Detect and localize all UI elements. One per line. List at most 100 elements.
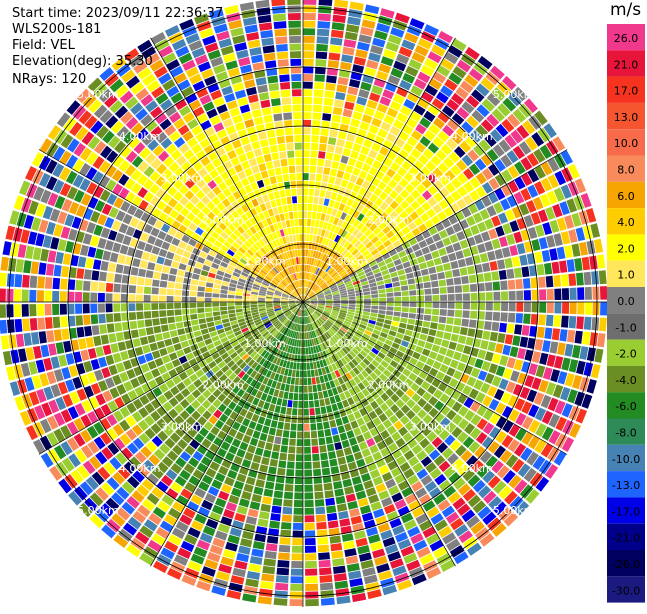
range-gate <box>128 303 135 311</box>
range-gate <box>306 242 309 249</box>
range-gate <box>305 500 314 507</box>
range-gate <box>346 454 355 463</box>
range-gate <box>469 320 477 328</box>
range-gate <box>341 300 348 302</box>
range-gate <box>303 0 317 5</box>
range-gate <box>108 262 116 272</box>
range-gate <box>273 113 282 121</box>
range-gate <box>290 51 301 58</box>
range-gate <box>260 581 273 589</box>
range-gate <box>167 289 174 295</box>
range-gate <box>176 349 185 357</box>
colorbar-tick-label: -1.0 <box>615 321 636 334</box>
range-gate <box>132 338 140 347</box>
range-gate <box>259 464 268 472</box>
range-gate <box>136 295 143 302</box>
range-gate <box>315 181 321 188</box>
range-gate <box>336 84 347 92</box>
range-gate <box>352 167 360 176</box>
range-gate <box>107 273 115 282</box>
range-gate <box>500 281 508 291</box>
range-gate <box>341 304 348 306</box>
range-gate <box>455 285 462 292</box>
range-gate <box>522 325 530 336</box>
range-gate <box>344 101 354 110</box>
range-gate <box>402 296 409 301</box>
range-gate <box>501 302 508 311</box>
range-gate <box>508 313 516 323</box>
range-gate <box>309 393 314 400</box>
range-gate <box>336 496 346 504</box>
range-gate <box>576 316 584 329</box>
range-gate <box>240 538 252 547</box>
range-gate <box>303 166 309 173</box>
range-gate <box>437 272 445 279</box>
range-gate <box>182 284 189 290</box>
range-gate <box>60 278 68 289</box>
range-gate <box>344 486 354 495</box>
range-gate <box>283 112 292 120</box>
range-gate <box>291 553 303 560</box>
colorbar-tick-label: -17.0 <box>612 505 640 518</box>
range-gate <box>1 335 10 349</box>
range-gate <box>200 323 208 329</box>
range-gate <box>329 396 335 404</box>
range-gate <box>251 55 263 64</box>
range-gate <box>348 413 356 421</box>
range-gate <box>114 274 122 283</box>
range-gate <box>294 127 302 134</box>
range-gate <box>14 289 21 302</box>
range-gate <box>579 346 588 360</box>
range-gate <box>258 416 266 424</box>
range-gate <box>304 386 308 393</box>
range-gate <box>303 105 312 112</box>
range-gate <box>99 324 107 334</box>
range-gate <box>326 436 333 444</box>
range-gate <box>191 320 199 326</box>
range-gate <box>238 154 247 163</box>
range-gate <box>557 343 566 356</box>
range-gate <box>129 276 137 284</box>
range-gate <box>274 405 280 413</box>
range-gate <box>303 355 306 362</box>
range-gate <box>531 239 540 251</box>
range-gate <box>235 306 242 309</box>
range-gate <box>176 276 184 283</box>
range-gate <box>432 288 439 294</box>
range-gate <box>30 276 38 289</box>
range-gate <box>48 343 57 355</box>
range-gate <box>304 447 311 454</box>
range-gate <box>310 158 317 165</box>
range-gate <box>463 302 470 309</box>
range-gate <box>271 0 285 6</box>
range-gate <box>145 278 153 286</box>
range-gate <box>394 307 401 312</box>
range-gate <box>320 583 333 591</box>
range-gate <box>317 422 323 430</box>
range-ring-label: 2.00km <box>202 379 244 392</box>
range-gate <box>332 161 340 169</box>
range-gate <box>499 270 507 280</box>
range-gate <box>363 308 370 312</box>
range-gate <box>308 378 312 385</box>
range-gate <box>138 328 146 336</box>
range-gate <box>314 369 318 376</box>
range-gate <box>450 261 458 269</box>
range-gate <box>182 297 189 302</box>
range-gate <box>303 363 306 370</box>
range-gate <box>297 431 303 438</box>
range-gate <box>288 13 301 20</box>
range-gate <box>167 303 174 309</box>
range-gate <box>260 504 270 512</box>
range-gate <box>324 490 333 498</box>
range-gate <box>297 439 303 446</box>
range-gate <box>113 284 120 293</box>
range-gate <box>177 328 185 335</box>
range-gate <box>220 294 227 298</box>
range-gate <box>170 330 178 337</box>
range-gate <box>287 228 291 235</box>
range-gate <box>441 255 449 263</box>
range-gate <box>394 292 401 297</box>
range-gate <box>346 133 355 142</box>
